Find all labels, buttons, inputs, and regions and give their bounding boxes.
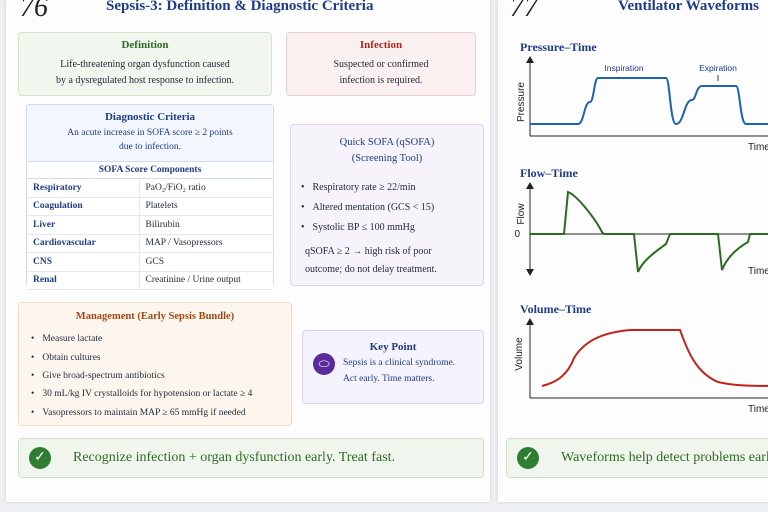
measure-cell: GCS <box>139 252 273 272</box>
measure-cell: Creatinine / Urine output <box>139 271 273 290</box>
key-point-line: Sepsis is a clinical syndrome. <box>343 358 456 368</box>
qsofa-list: Respiratory rate ≥ 22/min Altered mentat… <box>301 177 483 237</box>
pressure-waveform <box>530 77 768 126</box>
infection-heading: Infection <box>359 39 403 51</box>
organ-cell: Respiratory <box>27 178 140 198</box>
infection-box: Infection Suspected or confirmed infecti… <box>286 32 476 96</box>
list-item: Give broad-spectrum antibiotics <box>31 367 291 385</box>
y-axis-label: Volume <box>514 337 525 371</box>
table-row: Cardiovascular MAP / Vasopressors <box>27 234 273 253</box>
right-page: 77 Ventilator Waveforms Pressure–Time Pr… <box>498 0 768 502</box>
diagnostic-line: due to infection. <box>119 142 181 152</box>
y-axis-arrow-down <box>526 269 534 276</box>
list-item: Respiratory rate ≥ 22/min <box>301 177 483 197</box>
list-item: Altered mentation (GCS < 15) <box>301 197 483 217</box>
x-axis-label: Time <box>748 266 768 277</box>
management-box: Management (Early Sepsis Bundle) Measure… <box>18 302 292 426</box>
zero-label: 0 <box>514 229 520 240</box>
flow-time-plot: 0 Flow Time <box>514 182 768 277</box>
flow-waveform <box>530 190 768 273</box>
lightbulb-icon: ⬭ <box>313 353 335 375</box>
list-item: Vasopressors to maintain MAP ≥ 65 mmHg i… <box>31 404 291 422</box>
list-item: Measure lactate <box>31 330 291 348</box>
measure-cell: MAP / Vasopressors <box>139 234 273 253</box>
x-axis-label: Time <box>748 404 768 415</box>
list-item: 30 mL/kg IV crystalloids for hypotension… <box>31 385 291 403</box>
measure-cell: PaO₂/FiO₂ ratio <box>139 178 273 198</box>
management-heading: Management (Early Sepsis Bundle) <box>75 311 235 322</box>
diagnostic-heading: Diagnostic Criteria <box>104 111 196 123</box>
summary-banner: ✓ Recognize infection + organ dysfunctio… <box>18 438 484 478</box>
pressure-plot-title: Pressure–Time <box>520 40 597 54</box>
organ-cell: Coagulation <box>27 197 140 216</box>
y-axis-label: Flow <box>516 203 527 225</box>
definition-heading: Definition <box>121 39 169 51</box>
qsofa-note: outcome; do not delay treatment. <box>305 264 437 275</box>
measure-cell: Bilirubin <box>139 215 273 235</box>
volume-waveform <box>541 329 768 387</box>
inspiration-annotation: Inspiration <box>604 63 643 73</box>
sofa-table: SOFA Score Components Respiratory PaO₂/Fi… <box>27 161 273 290</box>
expiration-annotation: Expiration <box>699 63 737 73</box>
key-point-line: Act early. Time matters. <box>343 374 435 384</box>
organ-cell: Renal <box>27 271 140 290</box>
infection-line: infection is required. <box>339 75 423 86</box>
organ-cell: Cardiovascular <box>27 234 140 253</box>
volume-plot-title: Volume–Time <box>520 302 592 316</box>
diagnostic-criteria-box: Diagnostic Criteria An acute increase in… <box>26 104 274 290</box>
organ-cell: CNS <box>27 252 140 272</box>
summary-banner: ✓ Waveforms help detect problems early. <box>506 438 768 478</box>
definition-line: Life-threatening organ dysfunction cause… <box>60 59 230 70</box>
y-axis-arrow-up <box>526 182 534 189</box>
diagnostic-line: An acute increase in SOFA score ≥ 2 poin… <box>67 128 233 138</box>
table-row: CNS GCS <box>27 252 273 272</box>
banner-text: Recognize infection + organ dysfunction … <box>73 450 396 465</box>
flow-plot-title: Flow–Time <box>520 166 578 180</box>
definition-box: Definition Life-threatening organ dysfun… <box>18 32 272 96</box>
volume-time-plot: Volume Time <box>514 318 768 415</box>
organ-cell: Liver <box>27 215 140 235</box>
qsofa-heading: Quick SOFA (qSOFA) <box>339 137 435 148</box>
table-row: Renal Creatinine / Urine output <box>27 271 273 290</box>
qsofa-note: qSOFA ≥ 2 → high risk of poor <box>305 246 432 257</box>
y-axis-label: Pressure <box>516 82 527 122</box>
management-list: Measure lactate Obtain cultures Give bro… <box>31 330 291 422</box>
page-title: Ventilator Waveforms <box>618 0 759 14</box>
banner-text: Waveforms help detect problems early. <box>561 450 768 465</box>
infection-line: Suspected or confirmed <box>333 59 429 70</box>
qsofa-subheading: (Screening Tool) <box>351 153 423 164</box>
y-axis-arrow <box>526 56 534 63</box>
y-axis-arrow <box>526 318 534 325</box>
x-axis-label: Time <box>748 142 768 153</box>
left-page: 76 Sepsis-3: Definition & Diagnostic Cri… <box>6 0 490 502</box>
table-row: Coagulation Platelets <box>27 197 273 216</box>
page-title: Sepsis-3: Definition & Diagnostic Criter… <box>106 0 374 14</box>
table-row: Liver Bilirubin <box>27 215 273 235</box>
qsofa-box: Quick SOFA (qSOFA) (Screening Tool) Resp… <box>290 124 484 286</box>
table-row: Respiratory PaO₂/FiO₂ ratio <box>27 178 273 198</box>
page-number: 76 <box>20 0 48 23</box>
pressure-time-plot: Pressure Time Inspiration Expiration <box>516 56 768 153</box>
key-point-box: ⬭ Key Point Sepsis is a clinical syndrom… <box>302 330 484 404</box>
check-icon: ✓ <box>29 447 51 469</box>
check-icon: ✓ <box>517 447 539 469</box>
measure-cell: Platelets <box>139 197 273 216</box>
definition-line: by a dysregulated host response to infec… <box>55 75 234 86</box>
list-item: Systolic BP ≤ 100 mmHg <box>301 217 483 237</box>
sofa-table-header: SOFA Score Components <box>27 161 273 179</box>
list-item: Obtain cultures <box>31 348 291 366</box>
page-number: 77 <box>510 0 538 23</box>
key-point-heading: Key Point <box>369 341 417 353</box>
